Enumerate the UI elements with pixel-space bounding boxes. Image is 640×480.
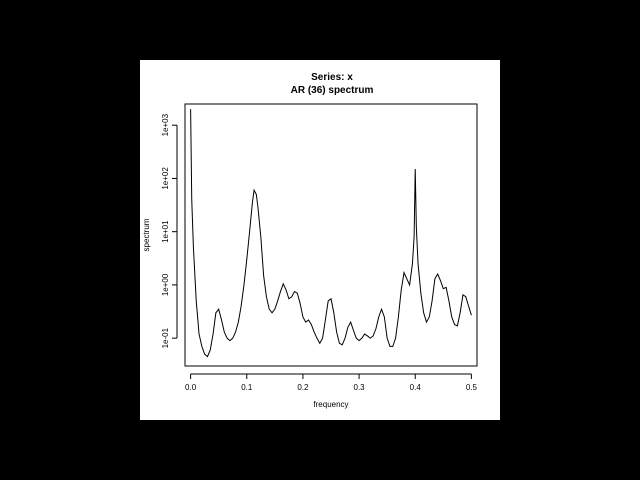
y-tick-label: 1e+00	[161, 273, 170, 296]
y-tick-label: 1e-01	[161, 327, 170, 348]
y-axis-label: spectrum	[142, 218, 151, 251]
y-tick-label: 1e+03	[161, 113, 170, 136]
chart-title: Series: x	[311, 72, 353, 83]
plot-window: Series: x AR (36) spectrum 0.0 0.1 0.2 0.3 0…	[140, 60, 500, 420]
x-tick-label: 0.2	[297, 383, 309, 392]
y-axis: 1e-01 1e+00 1e+01 1e+02 1e+03	[161, 113, 178, 348]
x-tick-label: 0.0	[185, 383, 197, 392]
y-tick-label: 1e+01	[161, 220, 170, 243]
spectrum-line	[190, 109, 472, 358]
chart-subtitle: AR (36) spectrum	[291, 85, 374, 96]
plot-box	[184, 103, 478, 367]
x-tick-label: 0.4	[410, 383, 422, 392]
x-tick-label: 0.5	[466, 383, 478, 392]
y-tick-label: 1e+02	[161, 167, 170, 190]
x-tick-label: 0.3	[354, 383, 366, 392]
x-axis-label: frequency	[313, 400, 348, 409]
x-axis: 0.0 0.1 0.2 0.3 0.4 0.5	[185, 373, 478, 392]
x-tick-label: 0.1	[241, 383, 253, 392]
spectrum-chart: Series: x AR (36) spectrum 0.0 0.1 0.2 0.3 0…	[142, 72, 478, 409]
